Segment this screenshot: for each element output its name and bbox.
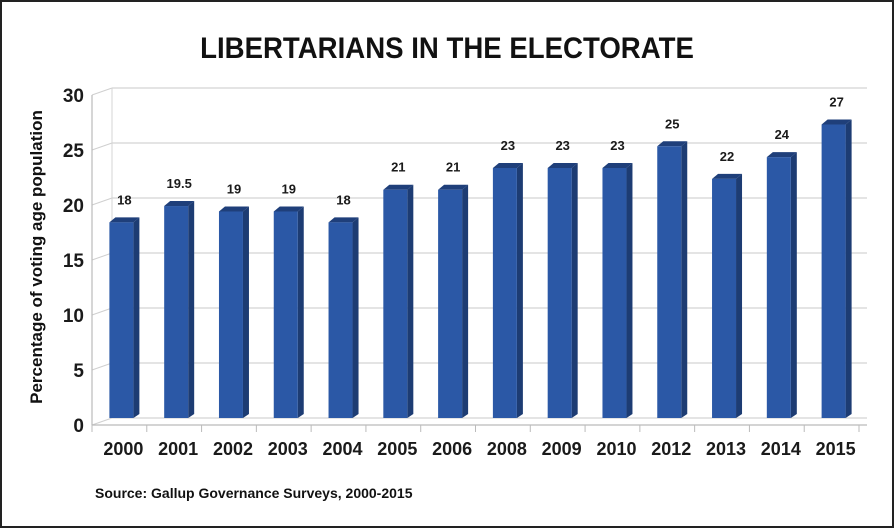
- data-label: 19.5: [167, 176, 192, 191]
- data-label: 25: [665, 116, 679, 131]
- x-tick-label: 2003: [268, 439, 308, 459]
- bar: [438, 189, 463, 418]
- x-tick-label: 2000: [103, 439, 143, 459]
- bar-side: [188, 201, 195, 418]
- x-tick-label: 2014: [761, 439, 801, 459]
- bar: [547, 167, 572, 418]
- data-label: 19: [282, 181, 296, 196]
- source-note: Source: Gallup Governance Surveys, 2000-…: [95, 485, 413, 501]
- x-tick-label: 2013: [706, 439, 746, 459]
- bar-side: [407, 184, 414, 418]
- bar-side: [352, 217, 359, 418]
- bar-top: [602, 162, 633, 168]
- x-tick-label: 2001: [158, 439, 198, 459]
- bar-top: [383, 184, 414, 190]
- x-tick-label: 2008: [487, 439, 527, 459]
- x-tick-label: 2002: [213, 439, 253, 459]
- data-label: 18: [336, 192, 350, 207]
- grid-slant: [91, 417, 113, 426]
- bar-side: [790, 152, 797, 418]
- data-label: 23: [610, 138, 624, 153]
- bar-side: [626, 162, 633, 418]
- bar-top: [766, 152, 797, 158]
- bar-side: [681, 141, 688, 418]
- bar-side: [516, 162, 523, 418]
- data-label: 21: [446, 160, 460, 175]
- x-tick-label: 2005: [377, 439, 417, 459]
- bar: [712, 178, 737, 418]
- bar-top: [821, 119, 852, 125]
- y-tick-label: 25: [63, 141, 85, 162]
- data-label: 23: [555, 138, 569, 153]
- bar-top: [438, 184, 469, 190]
- y-tick-label: 10: [63, 306, 84, 327]
- bar-side: [462, 184, 469, 418]
- data-label: 22: [720, 149, 734, 164]
- x-tick-label: 2006: [432, 439, 472, 459]
- bar: [218, 211, 243, 418]
- grid-slant: [91, 87, 113, 96]
- grid-slant: [91, 362, 113, 371]
- grid-slant: [91, 307, 113, 316]
- bar-top: [492, 162, 523, 168]
- bar-side: [571, 162, 578, 418]
- bar-side: [133, 217, 140, 418]
- data-label: 21: [391, 160, 405, 175]
- bar-side: [242, 206, 249, 418]
- grid-slant: [91, 142, 113, 151]
- data-label: 23: [501, 138, 515, 153]
- data-label: 24: [775, 127, 790, 142]
- bar: [821, 124, 846, 418]
- bar: [657, 146, 682, 418]
- bar-top: [547, 162, 578, 168]
- bar-side: [297, 206, 304, 418]
- bar-side: [736, 173, 743, 418]
- bar-top: [712, 173, 743, 179]
- y-tick-label: 30: [63, 86, 84, 107]
- bar-top: [657, 141, 688, 147]
- y-tick-label: 15: [63, 251, 85, 272]
- bar: [273, 211, 298, 418]
- y-tick-label: 20: [63, 196, 84, 217]
- grid-slant: [91, 252, 113, 261]
- bar: [492, 167, 517, 418]
- chart-title: LIBERTARIANS IN THE ELECTORATE: [200, 32, 694, 65]
- bar-top: [164, 201, 195, 207]
- bar-top: [273, 206, 304, 212]
- bar-top: [328, 217, 359, 223]
- grid-slant: [91, 197, 113, 206]
- x-tick-label: 2004: [323, 439, 363, 459]
- bar: [602, 167, 627, 418]
- x-tick-label: 2009: [542, 439, 582, 459]
- bar-top: [218, 206, 249, 212]
- bar: [766, 157, 791, 418]
- bar-side: [845, 119, 852, 418]
- x-tick-label: 2010: [596, 439, 636, 459]
- bar: [328, 222, 353, 418]
- bar: [109, 222, 134, 418]
- bar-top: [109, 217, 140, 223]
- bar: [164, 206, 189, 418]
- x-tick-label: 2012: [651, 439, 691, 459]
- data-label: 27: [829, 95, 843, 110]
- data-label: 18: [117, 192, 131, 207]
- x-tick-label: 2015: [816, 439, 856, 459]
- bar: [383, 189, 408, 418]
- y-tick-label: 0: [73, 416, 84, 437]
- data-label: 19: [227, 181, 241, 196]
- y-tick-label: 5: [73, 361, 84, 382]
